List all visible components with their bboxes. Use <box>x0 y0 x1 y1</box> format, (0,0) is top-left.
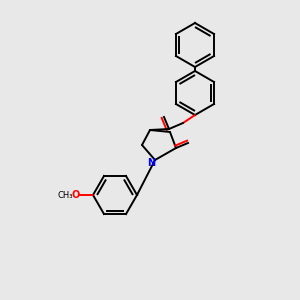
Text: N: N <box>147 158 155 168</box>
Text: CH₃: CH₃ <box>57 190 73 200</box>
Text: O: O <box>72 190 80 200</box>
